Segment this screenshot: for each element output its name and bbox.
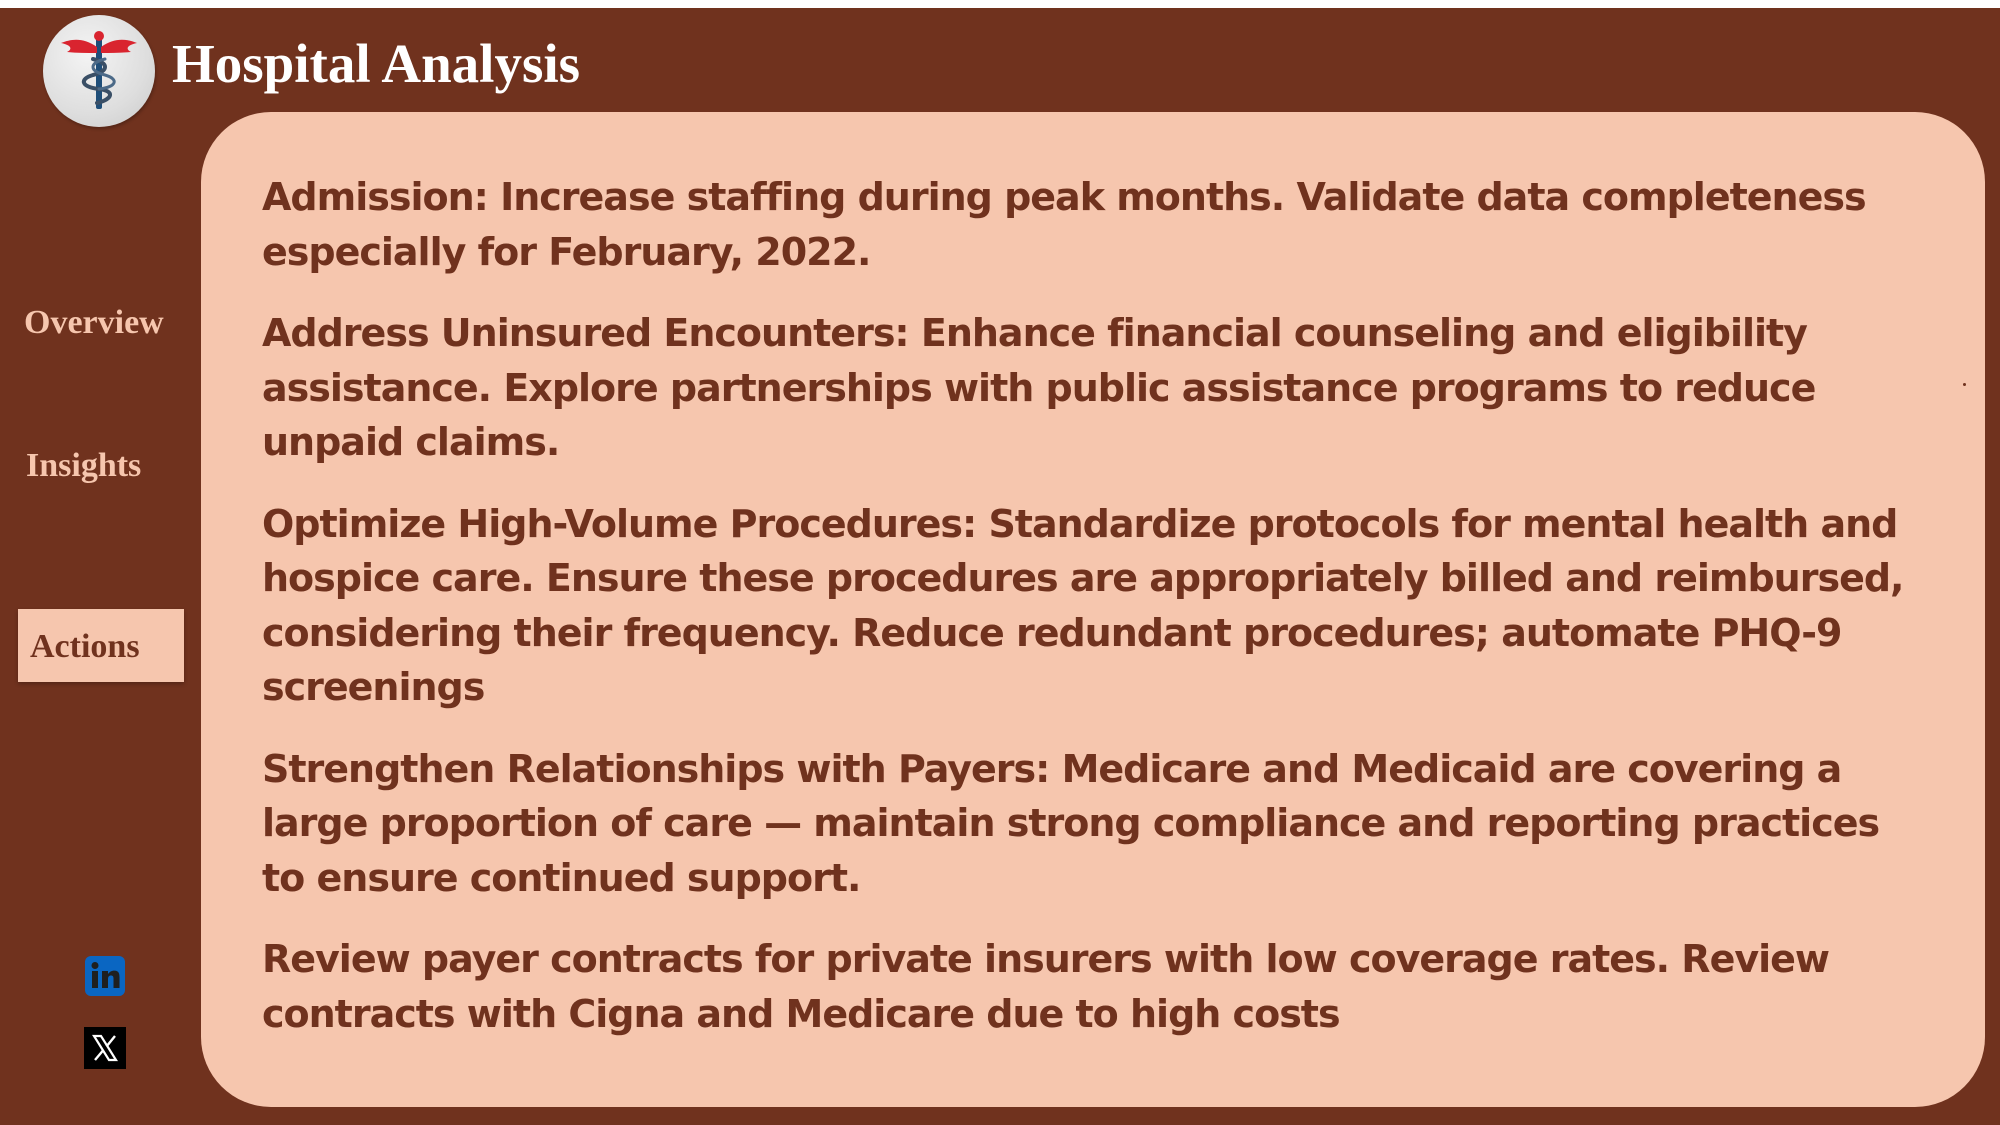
action-paragraph-contracts: Review payer contracts for private insur… [262,937,1830,1036]
app-title: Hospital Analysis [172,33,581,94]
nav-insights[interactable]: Insights [26,447,142,484]
stray-dot [1963,383,1966,386]
action-paragraph-admission: Admission: Increase staffing during peak… [262,175,1867,274]
nav-overview[interactable]: Overview [24,304,164,341]
actions-panel: Admission: Increase staffing during peak… [201,112,1985,1107]
caduceus-icon [43,15,155,127]
action-paragraph-uninsured: Address Uninsured Encounters: Enhance fi… [262,311,1816,464]
action-paragraph-payers: Strengthen Relationships with Payers: Me… [262,746,1880,900]
app-window: Hospital Analysis Overview Insights Acti… [0,8,2000,1125]
nav-actions[interactable]: Actions [18,609,184,682]
action-paragraph-procedures: Optimize High-Volume Procedures: Standar… [262,501,1904,710]
x-twitter-icon[interactable] [84,1027,126,1069]
linkedin-icon[interactable] [84,955,126,997]
